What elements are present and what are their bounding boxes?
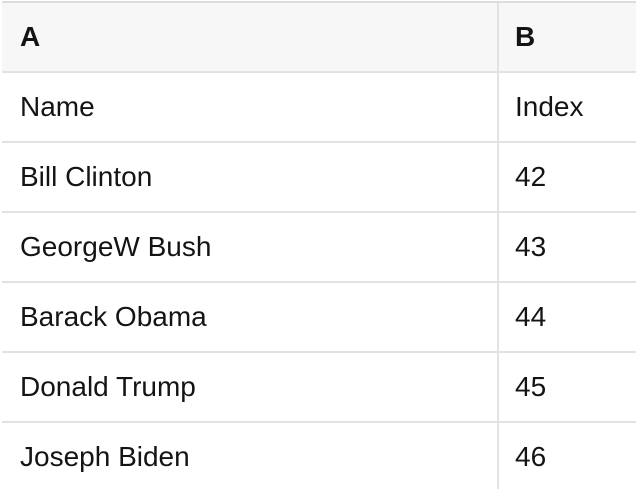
table-row: Donald Trump 45 <box>2 353 636 423</box>
table-row: GeorgeW Bush 43 <box>2 213 636 283</box>
cell-index[interactable]: 45 <box>497 353 636 421</box>
cell-name[interactable]: Bill Clinton <box>20 161 153 192</box>
column-header-b[interactable]: B <box>497 3 636 71</box>
table-row: Barack Obama 44 <box>2 283 636 353</box>
cell-index[interactable]: 43 <box>497 213 636 281</box>
cell-index[interactable]: Index <box>497 73 636 141</box>
cell-name[interactable]: GeorgeW Bush <box>20 231 212 262</box>
cell-index[interactable]: 44 <box>497 283 636 351</box>
cell-index[interactable]: 46 <box>497 423 636 489</box>
cell-name[interactable]: Joseph Biden <box>20 441 190 472</box>
cell-name[interactable]: Barack Obama <box>20 301 207 332</box>
table-row: Name Index <box>2 73 636 143</box>
table-row: Joseph Biden 46 <box>2 423 636 489</box>
cell-name[interactable]: Donald Trump <box>20 371 196 402</box>
table-row: Bill Clinton 42 <box>2 143 636 213</box>
column-header-a[interactable]: A <box>20 21 41 52</box>
header-row: A B <box>2 3 636 73</box>
cell-index[interactable]: 42 <box>497 143 636 211</box>
cell-name[interactable]: Name <box>20 91 95 122</box>
